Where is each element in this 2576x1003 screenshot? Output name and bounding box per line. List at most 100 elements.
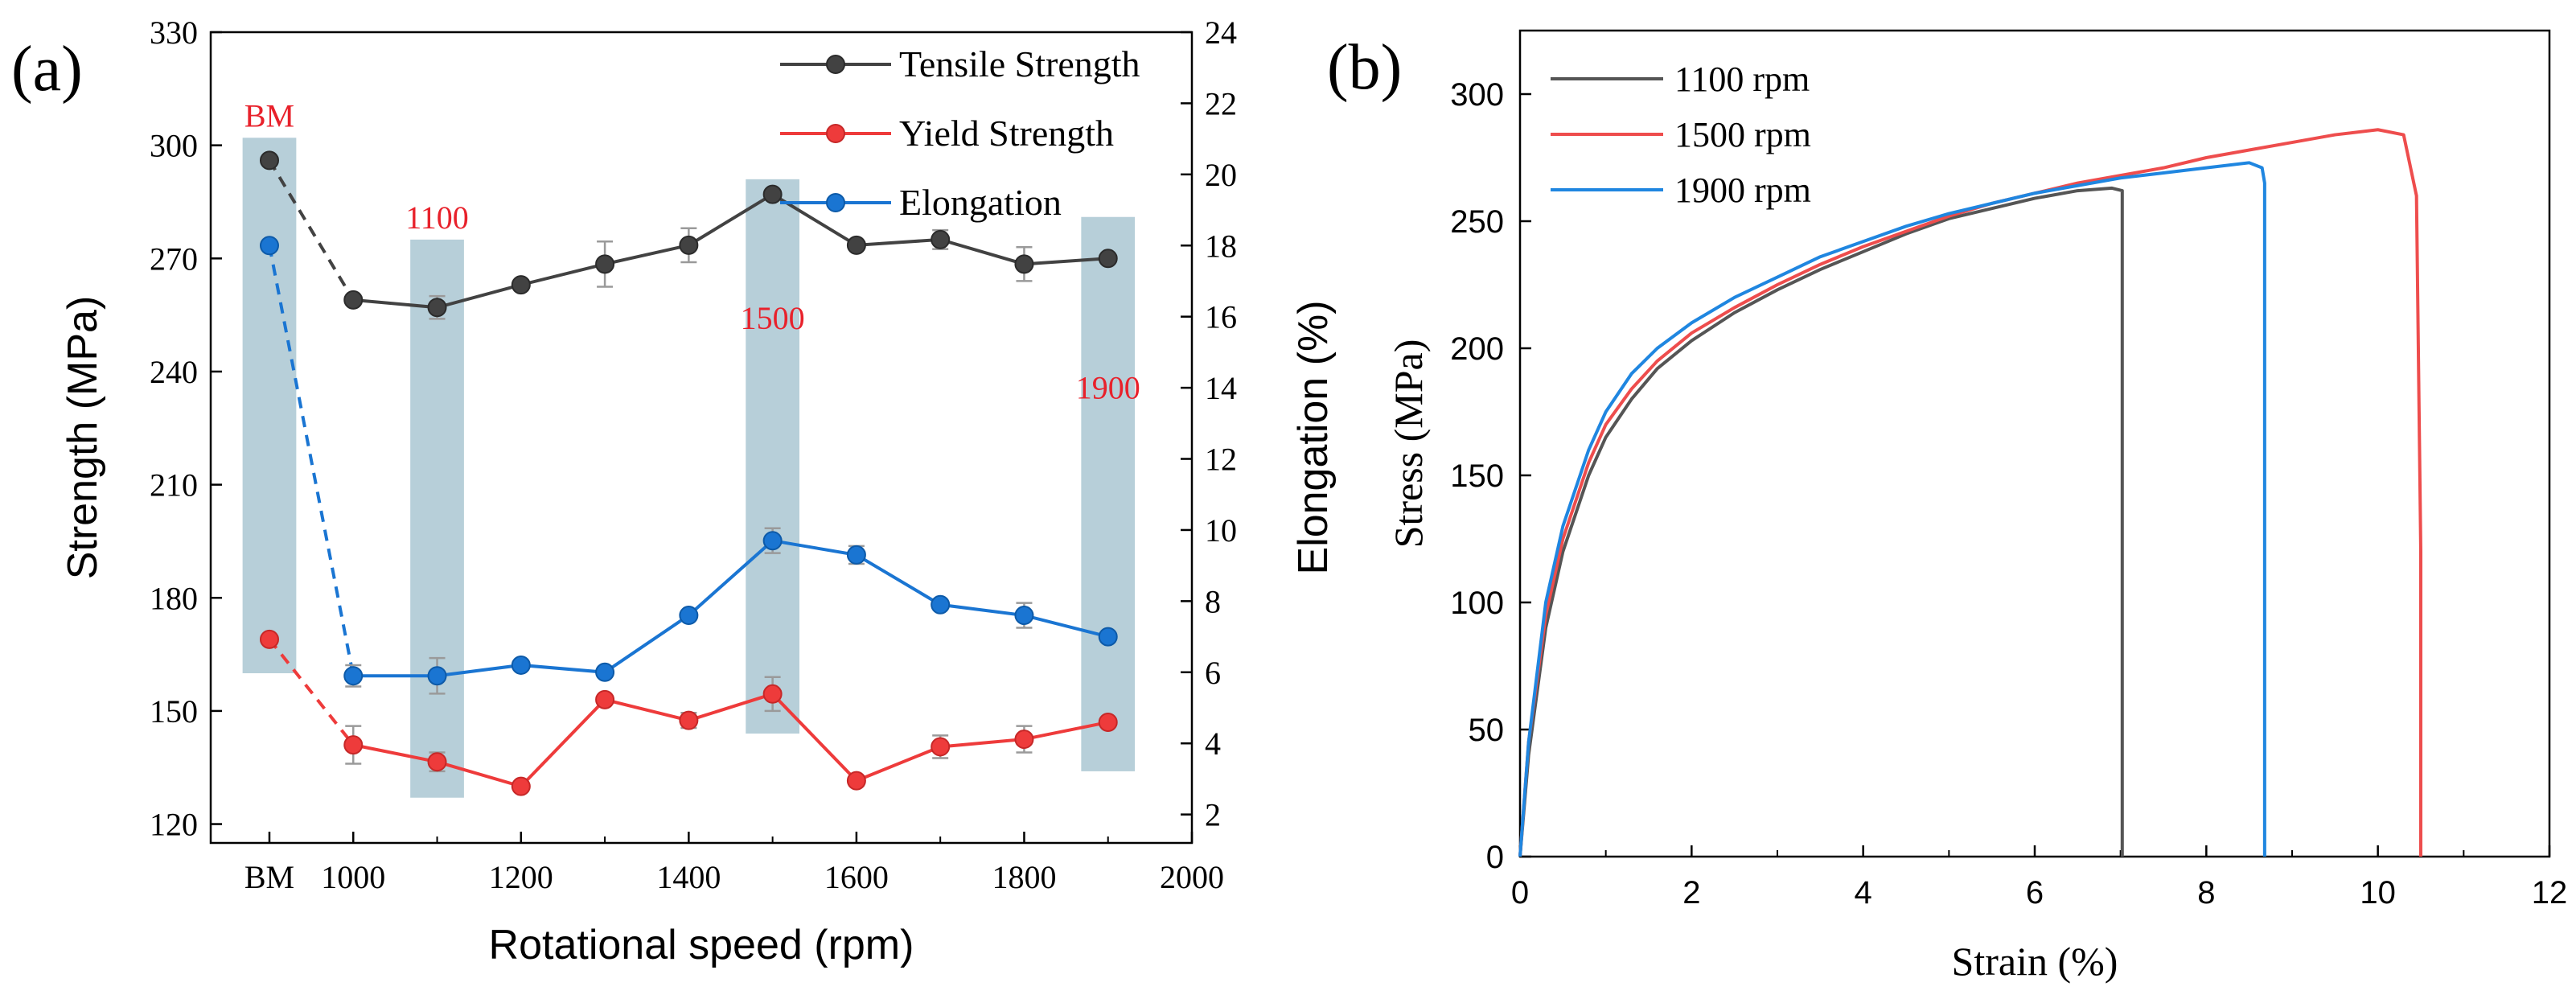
series-yield-strength — [259, 629, 1118, 796]
data-point — [1098, 627, 1118, 647]
data-point — [595, 689, 615, 709]
y2-tick-label: 4 — [1205, 726, 1221, 762]
y2-tick-label: 6 — [1205, 655, 1221, 691]
panel-label-a: (a) — [11, 34, 83, 105]
x-tick-label: 1600 — [824, 859, 889, 895]
highlight-band-1100 — [410, 239, 464, 798]
data-point — [1098, 712, 1118, 732]
x-tick-label: 4 — [1855, 875, 1872, 911]
data-point — [846, 771, 866, 791]
y-axis-label: Stress (MPa) — [1386, 339, 1431, 549]
data-point — [427, 752, 447, 772]
series-line — [352, 692, 1109, 788]
data-point — [679, 710, 699, 730]
legend-entry-yield-strength: Yield Strength — [780, 113, 1114, 154]
y-tick-label: 120 — [150, 807, 198, 843]
x-axis-label: Rotational speed (rpm) — [489, 922, 914, 968]
x-tick-label: 2000 — [1160, 859, 1224, 895]
data-point — [595, 662, 615, 682]
data-point — [931, 229, 951, 249]
panel-label-b: (b) — [1327, 32, 1402, 103]
panel-b: 0 50 100 150 200 250 300 0 2 4 6 8 10 12 Strain (%) Str… — [1327, 29, 2568, 984]
y-tick-label: 240 — [150, 354, 198, 390]
legend-entry-elongation: Elongation — [780, 182, 1062, 223]
legend-label: 1500 rpm — [1674, 115, 1811, 154]
legend-label: Yield Strength — [899, 113, 1114, 154]
highlight-band-1500 — [746, 179, 799, 734]
y-tick-label: 300 — [1450, 77, 1504, 113]
band-label: 1500 — [741, 300, 805, 336]
y-tick-label: 300 — [150, 128, 198, 164]
data-point — [846, 545, 866, 565]
legend-label: 1900 rpm — [1674, 171, 1811, 210]
band-label: BM — [244, 97, 294, 134]
y2-tick-label: 12 — [1205, 442, 1237, 478]
x-tick-label: 1000 — [321, 859, 385, 895]
data-point — [427, 298, 447, 318]
data-point — [511, 655, 531, 675]
y-tick-label: 200 — [1450, 331, 1504, 367]
x-tick-label: 1200 — [489, 859, 553, 895]
y2-tick-label: 16 — [1205, 299, 1237, 335]
legend-marker — [826, 55, 845, 74]
y-tick-label: 100 — [1450, 586, 1504, 621]
plot-frame-b — [1518, 29, 2551, 858]
series-dashed-segment — [268, 245, 355, 676]
x-tick-label: 12 — [2532, 875, 2568, 911]
x-tick-label: BM — [244, 859, 294, 895]
data-point — [1014, 730, 1034, 750]
x-tick-label: 1800 — [992, 859, 1056, 895]
y-tick-label: 210 — [150, 467, 198, 504]
data-point — [427, 666, 447, 686]
series-1500-rpm — [1518, 128, 2422, 857]
series-tensile-strength — [259, 150, 1118, 320]
y2-tick-label: 20 — [1205, 157, 1237, 193]
legend-label: Elongation — [899, 182, 1062, 223]
y2-tick-label: 24 — [1205, 14, 1237, 51]
data-point — [511, 275, 531, 295]
data-point — [931, 594, 951, 615]
legend-label: 1100 rpm — [1674, 60, 1810, 99]
series-elongation — [259, 236, 1118, 695]
y-tick-label: 150 — [1450, 458, 1504, 494]
y-tick-label: 50 — [1469, 713, 1505, 748]
x-tick-label: 10 — [2360, 875, 2396, 911]
legend-marker — [826, 193, 845, 212]
data-point — [259, 629, 279, 649]
y2-tick-label: 8 — [1205, 583, 1221, 619]
series-line — [353, 539, 1109, 678]
data-point — [343, 666, 364, 686]
data-point — [343, 735, 364, 755]
y-tick-label: 270 — [150, 240, 198, 277]
plot-frame-a — [209, 31, 1194, 845]
band-label: 1100 — [405, 199, 469, 236]
y2-tick-label: 2 — [1205, 797, 1221, 833]
data-point — [595, 254, 615, 274]
data-point — [762, 184, 783, 204]
data-point — [762, 684, 783, 704]
legend-marker — [826, 124, 845, 143]
data-point — [679, 606, 699, 626]
y2-axis-label: Elongation (%) — [1290, 300, 1337, 574]
data-point — [762, 531, 783, 551]
highlight-band-bm — [242, 138, 297, 674]
legend-entry-1100-rpm: 1100 rpm — [1551, 60, 1810, 99]
series-dashed-segment — [268, 159, 355, 301]
data-point — [511, 776, 531, 796]
series-line — [353, 192, 1108, 310]
panel-a: 1201501802102402703003302468101214161820… — [11, 14, 1337, 968]
y-axis-label: Strength (MPa) — [60, 296, 106, 580]
x-tick-label: 2 — [1682, 875, 1700, 911]
band-label: 1900 — [1076, 370, 1140, 406]
data-point — [343, 290, 364, 310]
y-tick-label: 250 — [1450, 204, 1504, 240]
highlight-band-1900 — [1081, 216, 1136, 771]
x-tick-label: 6 — [2026, 875, 2044, 911]
legend-entry-1500-rpm: 1500 rpm — [1551, 115, 1811, 154]
x-tick-label: 1400 — [656, 859, 721, 895]
data-point — [679, 235, 699, 255]
data-point — [1098, 249, 1118, 269]
x-tick-label: 0 — [1511, 875, 1529, 911]
series-1900-rpm — [1518, 161, 2266, 857]
